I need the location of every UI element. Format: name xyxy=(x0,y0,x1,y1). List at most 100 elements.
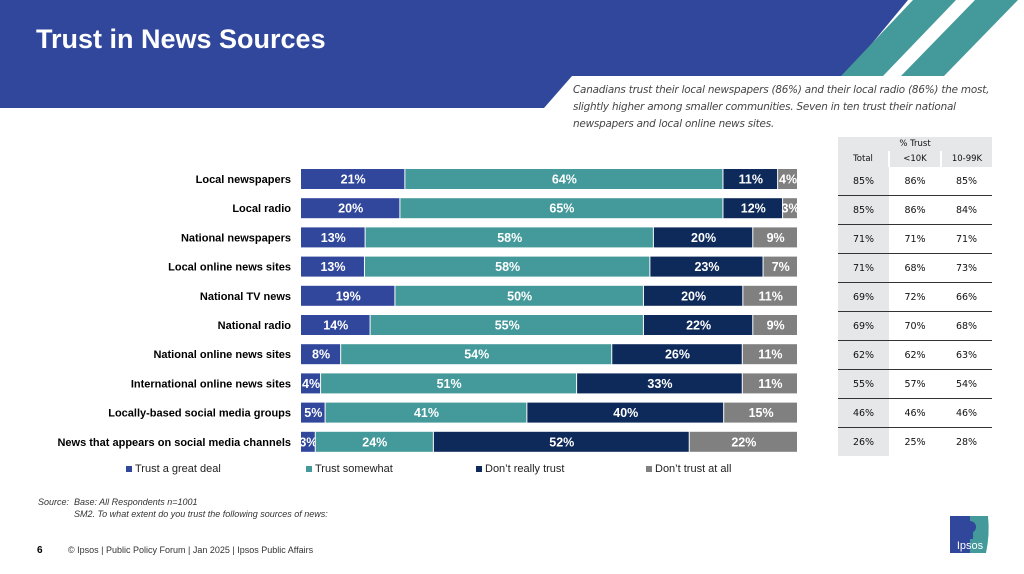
trust-table-cell: 46% xyxy=(941,398,992,428)
legend-item: Trust a great deal xyxy=(126,463,221,475)
legend-label: Don’t trust at all xyxy=(655,463,732,475)
bar-segment xyxy=(689,431,797,452)
bar-segment xyxy=(643,285,743,306)
trust-table-cell: 63% xyxy=(941,340,992,370)
bar-value-label: 20% xyxy=(338,202,363,216)
bar-value-label: 11% xyxy=(758,377,782,391)
bar-segment xyxy=(743,285,797,306)
bar-value-label: 7% xyxy=(772,260,790,274)
stacked-bar-chart: Local newspapers 21% 64% 11% 4% Local radio 20… xyxy=(57,169,800,452)
bar-value-label: 13% xyxy=(320,260,345,274)
bar-value-label: 4% xyxy=(302,377,320,391)
bar-value-label: 24% xyxy=(362,435,387,449)
bar-value-label: 52% xyxy=(549,435,574,449)
bar-value-label: 22% xyxy=(686,319,711,333)
bar-value-label: 58% xyxy=(495,260,520,274)
bar-segment xyxy=(395,285,643,306)
trust-table-cell: 68% xyxy=(941,311,992,341)
category-label: Locally-based social media groups xyxy=(108,408,291,420)
trust-table-col-under-10k: <10K xyxy=(888,151,941,167)
bar-segment xyxy=(742,373,797,394)
bar-segment xyxy=(653,227,753,248)
page-number: 6 xyxy=(37,545,43,556)
trust-table-cell: 66% xyxy=(941,282,992,312)
bar-segment xyxy=(723,169,778,189)
bar-segment xyxy=(405,169,723,189)
footer-text: © Ipsos | Public Policy Forum | Jan 2025… xyxy=(68,545,314,555)
bar-segment xyxy=(341,344,612,365)
trust-table-cell: 69% xyxy=(838,311,889,341)
bar-segment xyxy=(365,227,653,248)
bar-value-label: 55% xyxy=(495,319,520,333)
bar-segment xyxy=(301,373,321,394)
trust-table-cell: 46% xyxy=(889,398,941,428)
bar-value-label: 3% xyxy=(299,435,317,449)
trust-table-cell: 55% xyxy=(838,369,889,399)
bar-segment xyxy=(778,169,797,189)
category-label: National newspapers xyxy=(181,232,291,244)
trust-table-group-header: % Trust xyxy=(838,137,992,151)
header-stripe xyxy=(901,0,1018,76)
trust-table-cell: 25% xyxy=(904,436,926,448)
bar-value-label: 23% xyxy=(694,260,719,274)
trust-table-row: 71% 68% 73% xyxy=(838,253,992,283)
trust-table-cell: 85% xyxy=(838,167,889,196)
trust-table-row: 55% 57% 54% xyxy=(838,369,992,399)
trust-table-cell: 62% xyxy=(838,340,889,370)
legend-item: Trust somewhat xyxy=(306,463,393,475)
bar-value-label: 50% xyxy=(507,289,532,303)
bar-segment xyxy=(315,431,433,452)
trust-table-cell: 68% xyxy=(889,253,941,283)
legend-item: Don’t trust at all xyxy=(646,463,731,475)
bar-value-label: 26% xyxy=(665,348,690,362)
bar-value-label: 21% xyxy=(341,173,366,187)
trust-table-cell: 71% xyxy=(889,224,941,254)
bar-value-label: 33% xyxy=(647,377,672,391)
bar-segment xyxy=(364,256,650,277)
trust-table-cell: 70% xyxy=(889,311,941,341)
bar-value-label: 41% xyxy=(414,406,439,420)
trust-table-cell: 46% xyxy=(838,398,889,428)
trust-table-cell: 86% xyxy=(889,195,941,225)
source-label: Source: xyxy=(38,497,70,507)
category-label: National online news sites xyxy=(153,349,291,361)
bar-value-label: 54% xyxy=(464,348,489,362)
bar-segment xyxy=(325,402,527,423)
trust-table-row: 69% 72% 66% xyxy=(838,282,992,312)
bar-value-label: 9% xyxy=(767,231,785,245)
bar-segment xyxy=(433,431,689,452)
legend-swatch xyxy=(126,466,132,472)
trust-table-cell: 54% xyxy=(941,369,992,399)
trust-table-row: 46% 46% 46% xyxy=(838,398,992,428)
trust-table-col-10-99k: 10-99K xyxy=(940,151,992,167)
bar-segment xyxy=(301,227,365,248)
bar-value-label: 11% xyxy=(758,348,782,362)
category-label: News that appears on social media channe… xyxy=(57,437,291,449)
bar-segment xyxy=(753,227,797,248)
category-label: Local online news sites xyxy=(168,262,291,274)
trust-table-cell: 72% xyxy=(889,282,941,312)
trust-table-cell: 62% xyxy=(889,340,941,370)
bar-segment xyxy=(301,315,370,335)
source-base: Base: All Respondents n=1001 xyxy=(74,497,198,507)
category-label: Local radio xyxy=(232,203,291,215)
bar-segment xyxy=(783,198,797,219)
bar-value-label: 20% xyxy=(691,231,716,245)
trust-table-cell: 85% xyxy=(941,167,992,196)
bar-value-label: 51% xyxy=(437,377,462,391)
bar-segment xyxy=(577,373,742,394)
bar-value-label: 22% xyxy=(731,435,756,449)
trust-table: % Trust Total <10K 10-99K 85% 86% 85% 85% 86… xyxy=(838,137,992,456)
bar-segment xyxy=(301,198,400,219)
bar-value-label: 14% xyxy=(323,319,348,333)
bar-value-label: 11% xyxy=(758,289,782,303)
category-label: National TV news xyxy=(200,291,291,303)
trust-table-cell: 86% xyxy=(889,167,941,196)
trust-table-row: 85% 86% 85% xyxy=(838,167,992,196)
bar-value-label: 19% xyxy=(336,289,361,303)
trust-table-row: 26% 25% 28% xyxy=(838,427,992,456)
bar-segment xyxy=(301,344,341,365)
bar-value-label: 11% xyxy=(739,173,763,187)
bar-segment xyxy=(753,315,797,335)
header-banner xyxy=(0,0,1018,108)
